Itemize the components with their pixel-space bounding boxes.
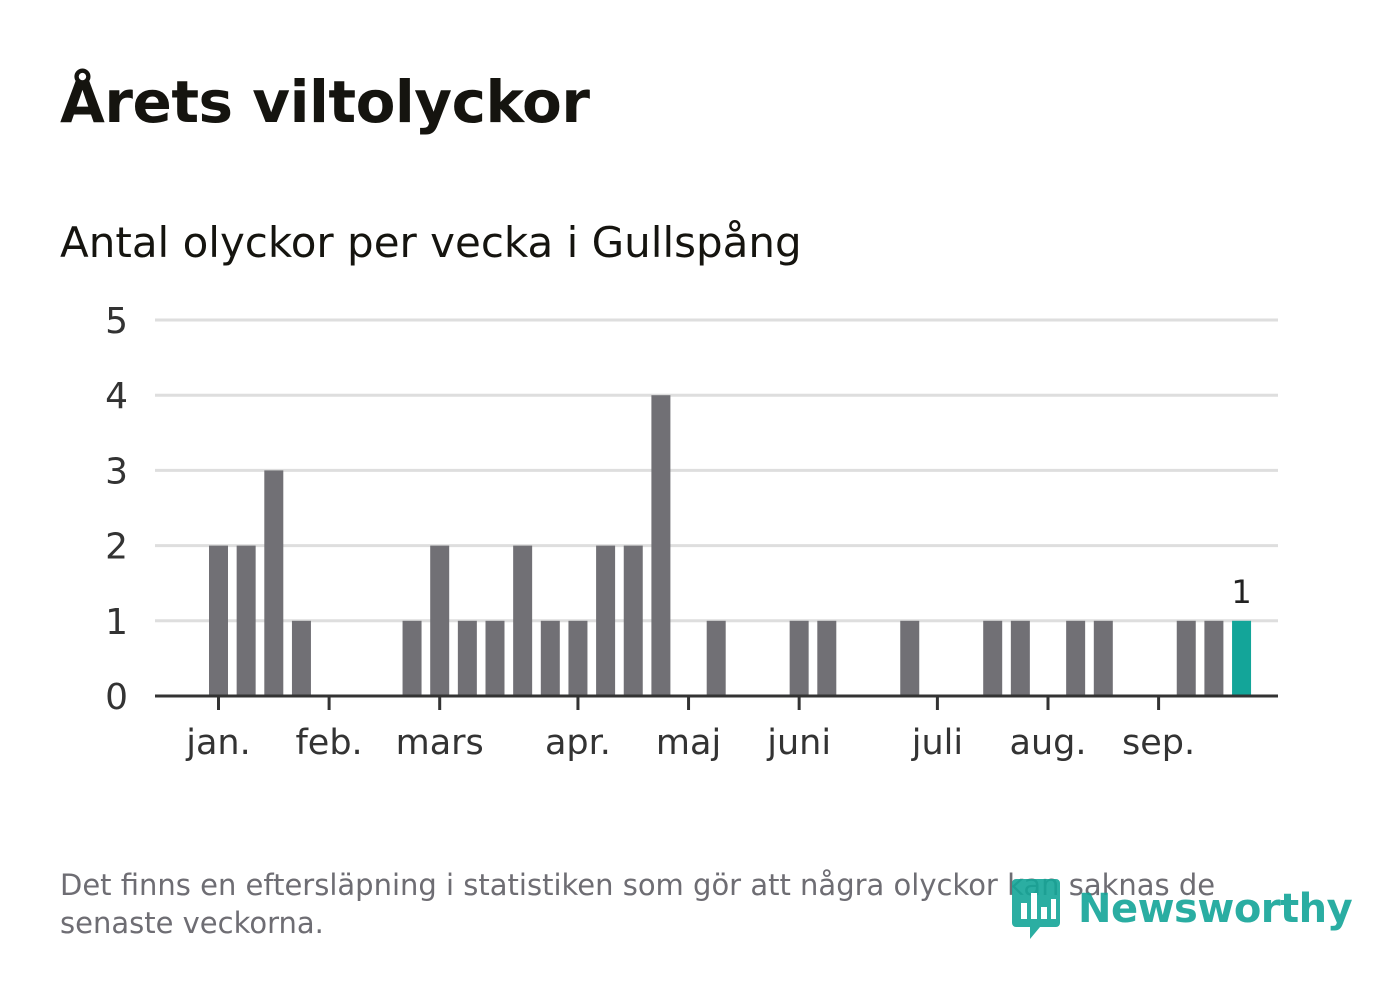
bar <box>596 545 616 696</box>
x-tick-label: sep. <box>1122 723 1195 763</box>
x-tick-label: maj <box>656 723 721 763</box>
bar <box>1066 620 1086 696</box>
y-tick-label: 5 <box>105 301 128 342</box>
bar <box>651 395 671 696</box>
bar <box>817 620 837 696</box>
newsworthy-logo: Newsworthy <box>1010 876 1353 942</box>
bar <box>1204 620 1224 696</box>
bar <box>209 545 228 696</box>
y-axis-ticks: 0 1 2 3 4 5 <box>105 301 128 718</box>
bar <box>264 470 284 696</box>
chart-subtitle: Antal olyckor per vecka i Gullspång <box>60 218 802 267</box>
x-axis-ticks: jan. feb. mars apr. maj juni juli aug. sep. <box>185 696 1195 763</box>
bar <box>485 620 505 696</box>
bar <box>430 545 450 696</box>
bar <box>983 620 1003 696</box>
bar <box>540 620 560 696</box>
bar <box>1093 620 1113 696</box>
bar <box>513 545 533 696</box>
chart-title: Årets viltolyckor <box>60 68 590 136</box>
bar <box>623 545 643 696</box>
bar <box>1010 620 1030 696</box>
bar <box>402 620 422 696</box>
x-tick-label: aug. <box>1010 723 1087 763</box>
y-tick-label: 2 <box>105 527 128 568</box>
bar <box>1176 620 1196 696</box>
bar <box>900 620 920 696</box>
x-tick-label: apr. <box>545 723 611 763</box>
data-labels: 1 <box>1231 573 1251 611</box>
bar-highlight <box>1232 620 1252 696</box>
data-label: 1 <box>1231 573 1251 611</box>
x-tick-label: mars <box>396 723 484 763</box>
bar <box>457 620 477 696</box>
x-tick-label: juli <box>911 723 963 763</box>
x-tick-label: feb. <box>295 723 362 763</box>
x-tick-label: juni <box>766 723 831 763</box>
bars <box>209 395 1252 696</box>
x-tick-label: jan. <box>185 723 250 763</box>
gridlines <box>155 318 1278 623</box>
bar <box>291 620 311 696</box>
bar <box>789 620 809 696</box>
y-tick-label: 0 <box>105 677 128 718</box>
bar <box>706 620 726 696</box>
y-tick-label: 3 <box>105 451 128 492</box>
newsworthy-logo-text: Newsworthy <box>1078 886 1353 932</box>
bar <box>236 545 256 696</box>
y-tick-label: 4 <box>105 376 128 417</box>
bar <box>568 620 588 696</box>
newsworthy-logo-icon <box>1012 879 1060 939</box>
y-tick-label: 1 <box>105 602 128 643</box>
